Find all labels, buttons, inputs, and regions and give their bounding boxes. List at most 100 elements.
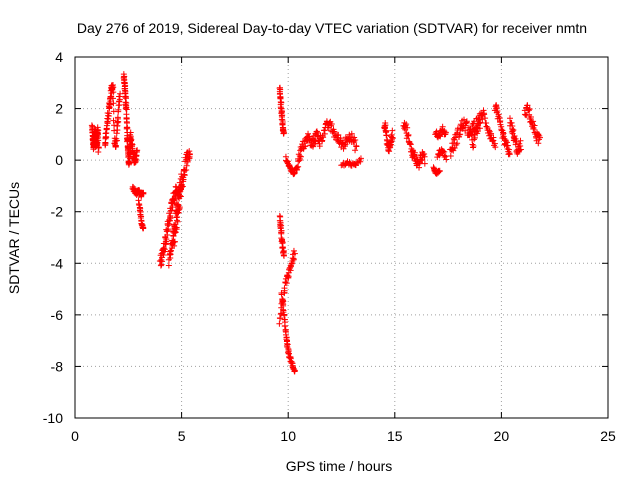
data-point: [157, 262, 164, 269]
y-tick-label: 0: [55, 152, 63, 168]
data-point: [516, 147, 523, 154]
data-point: [110, 100, 117, 107]
data-point: [133, 153, 140, 160]
data-point: [411, 149, 418, 156]
data-point: [517, 146, 524, 153]
data-point: [126, 159, 133, 166]
data-point: [109, 85, 116, 92]
data-point: [178, 184, 185, 191]
data-point: [323, 118, 330, 125]
data-point: [495, 111, 502, 118]
data-point: [276, 320, 283, 327]
data-point: [172, 221, 179, 228]
data-point: [291, 250, 298, 257]
data-point: [335, 131, 342, 138]
data-point: [140, 225, 147, 232]
data-point: [510, 126, 517, 133]
data-point: [165, 262, 172, 269]
data-point: [104, 120, 111, 127]
data-point: [483, 123, 490, 130]
data-point: [102, 135, 109, 142]
data-point: [295, 163, 302, 170]
data-point: [278, 291, 285, 298]
data-point: [180, 176, 187, 183]
data-point: [186, 150, 193, 157]
y-axis-label: SDTVAR / TECUs: [6, 182, 22, 294]
data-point: [463, 118, 470, 125]
data-point: [158, 261, 165, 268]
data-point: [454, 140, 461, 147]
data-point: [340, 145, 347, 152]
data-point: [290, 255, 297, 262]
data-point: [504, 142, 511, 149]
x-tick-label: 20: [494, 428, 510, 444]
data-point: [116, 96, 123, 103]
data-point: [159, 258, 166, 265]
data-point: [389, 127, 396, 134]
data-point: [503, 139, 510, 146]
data-point: [442, 131, 449, 138]
data-point: [457, 131, 464, 138]
data-point: [186, 148, 193, 155]
data-point: [280, 130, 287, 137]
data-point: [279, 238, 286, 245]
data-point: [171, 230, 178, 237]
data-point: [473, 115, 480, 122]
data-point: [111, 127, 118, 134]
data-point: [289, 260, 296, 267]
data-point: [160, 252, 167, 259]
data-point: [407, 141, 414, 148]
data-point: [436, 167, 443, 174]
data-point: [280, 252, 287, 259]
data-point: [321, 130, 328, 137]
data-point: [405, 131, 412, 138]
data-point: [437, 133, 444, 140]
data-point: [387, 142, 394, 149]
data-point: [115, 108, 122, 115]
data-point: [475, 120, 482, 127]
x-axis-label: GPS time / hours: [286, 458, 393, 474]
data-point: [291, 367, 298, 374]
data-point: [447, 152, 454, 159]
data-point: [382, 127, 389, 134]
data-point: [492, 144, 499, 151]
data-point: [168, 247, 175, 254]
data-point: [290, 247, 297, 254]
data-point: [183, 167, 190, 173]
data-point: [163, 236, 170, 243]
data-point: [421, 160, 428, 167]
y-tick-label: -2: [51, 204, 64, 220]
x-tick-label: 15: [387, 428, 403, 444]
data-point: [279, 298, 286, 305]
data-point: [508, 119, 515, 126]
data-point: [320, 134, 327, 141]
data-point: [313, 128, 320, 135]
data-point: [171, 225, 178, 232]
data-point: [175, 191, 182, 198]
data-point: [352, 137, 359, 144]
data-point: [421, 153, 428, 160]
data-point: [112, 143, 119, 150]
data-point: [389, 135, 396, 142]
data-point: [416, 160, 423, 167]
data-point: [456, 131, 463, 138]
data-point: [537, 134, 543, 141]
data-point: [328, 121, 335, 128]
x-tick-label: 5: [178, 428, 186, 444]
data-point: [171, 238, 178, 245]
data-point: [285, 349, 292, 356]
data-point: [490, 134, 497, 141]
data-point: [161, 246, 168, 253]
y-tick-label: -8: [51, 358, 64, 374]
data-point: [517, 137, 524, 144]
data-point: [331, 128, 338, 135]
data-point: [352, 147, 359, 154]
data-point: [346, 159, 353, 166]
data-point: [440, 148, 447, 155]
x-tick-label: 0: [71, 428, 79, 444]
data-point: [470, 144, 477, 151]
data-point: [123, 118, 130, 125]
data-point: [113, 137, 120, 144]
data-point: [480, 107, 487, 114]
